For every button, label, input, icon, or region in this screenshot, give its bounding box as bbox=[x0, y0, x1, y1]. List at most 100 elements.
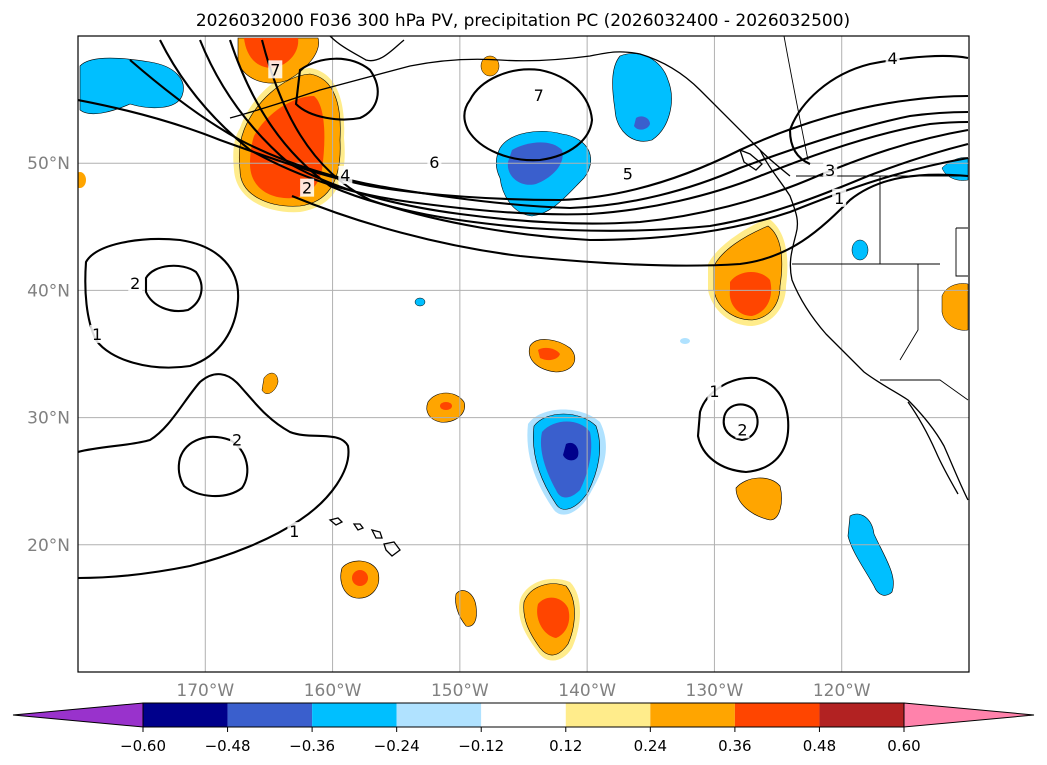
pv-contour-2-nw-inner bbox=[144, 264, 203, 312]
precip-pos-blob-low-1-core bbox=[352, 570, 368, 586]
precip-pos-blob-top-core bbox=[244, 38, 299, 68]
colorbar-segment bbox=[312, 703, 397, 727]
precip-pos-blob-east bbox=[941, 283, 969, 331]
colorbar-tick-label: −0.12 bbox=[458, 737, 504, 755]
island-vancouver bbox=[738, 148, 763, 171]
pv-label-bg bbox=[735, 420, 750, 439]
precip-pos-blob-mid-3 bbox=[261, 372, 279, 394]
pv-label-bg bbox=[885, 48, 900, 67]
precip-pos-dot-top-1 bbox=[480, 55, 500, 77]
pv-contour-jet-3 bbox=[159, 39, 969, 216]
precip-neg-blob-central-max bbox=[563, 442, 579, 461]
pv-contour-jet-2 bbox=[129, 59, 969, 210]
precip-pos-blob-mid-1-core bbox=[538, 347, 560, 361]
pv-contour-label: 2 bbox=[232, 430, 242, 449]
colorbar: −0.60 −0.48 −0.36 −0.24 −0.12 0.12 0.24 0.36 0.4… bbox=[12, 702, 1035, 755]
colorbar-segment bbox=[565, 703, 651, 727]
coastlines bbox=[229, 36, 969, 557]
pv-contour-label: 2 bbox=[130, 274, 140, 293]
pv-contour-jet-1 bbox=[78, 94, 969, 202]
lon-tick-label: 130°W bbox=[686, 681, 744, 701]
pv-contour-label: 1 bbox=[709, 382, 719, 401]
colorbar-segment bbox=[819, 703, 904, 727]
pv-contour-1-west bbox=[78, 373, 350, 580]
lat-tick-labels: 20°N 30°N 40°N 50°N bbox=[27, 154, 70, 556]
lat-tick-label: 30°N bbox=[27, 409, 70, 429]
colorbar-segment bbox=[734, 703, 820, 727]
coastline-alaska-south bbox=[229, 51, 791, 177]
pv-contour-jet-5 bbox=[229, 39, 969, 232]
precip-neg-blob-nw bbox=[79, 57, 184, 115]
pv-contour-label: 2 bbox=[737, 420, 747, 439]
pv-contour-jet-4 bbox=[199, 39, 969, 225]
precip-neg-core-alaska bbox=[634, 116, 650, 130]
island-hawaii-4 bbox=[383, 541, 401, 557]
pv-contour-label: 2 bbox=[302, 179, 312, 198]
lon-tick-label: 160°W bbox=[304, 681, 362, 701]
pv-contour-2-east bbox=[722, 403, 759, 442]
colorbar-tick-label: −0.48 bbox=[205, 737, 251, 755]
colorbar-tick-label: 0.24 bbox=[634, 737, 667, 755]
precip-neg-dot-3 bbox=[680, 338, 690, 344]
colorbar-extend-max bbox=[903, 702, 1035, 728]
coastline-baja bbox=[907, 401, 959, 495]
pv-label-bg bbox=[268, 60, 283, 79]
precip-neg-blob-central-core bbox=[540, 421, 592, 498]
pv-contour-label: 1 bbox=[92, 325, 102, 344]
lon-tick-labels: 170°W 160°W 150°W 140°W 130°W 120°W bbox=[176, 681, 870, 701]
colorbar-outline bbox=[142, 702, 905, 728]
colorbar-segment bbox=[481, 703, 566, 727]
precip-pos-blob-low-2 bbox=[455, 590, 477, 627]
border-state-5 bbox=[880, 379, 969, 401]
pv-contour-7-nw bbox=[294, 57, 379, 121]
colorbar-segment bbox=[650, 703, 735, 727]
coastline-canada-west bbox=[759, 149, 799, 235]
pv-label-bg bbox=[128, 274, 143, 293]
colorbar-tick-label: 0.36 bbox=[718, 737, 751, 755]
pv-contour-2-west bbox=[177, 435, 249, 498]
precip-pos-blob-uswc-core bbox=[729, 271, 772, 316]
precip-neg-dot-2 bbox=[414, 297, 426, 307]
pv-contour-label: 7 bbox=[534, 86, 544, 105]
pv-contour-1-south bbox=[291, 173, 969, 267]
coastline-us-west bbox=[789, 233, 969, 501]
precip-pos-dot-edge bbox=[78, 172, 86, 188]
lat-tick-label: 40°N bbox=[27, 281, 70, 301]
colorbar-tick-label: 0.12 bbox=[549, 737, 582, 755]
pv-contour-label: 3 bbox=[825, 161, 835, 180]
pv-contour-label: 4 bbox=[340, 166, 350, 185]
pv-label-bg bbox=[287, 522, 302, 541]
gridlines bbox=[78, 36, 969, 672]
island-hawaii-3 bbox=[370, 529, 383, 539]
colorbar-segment bbox=[227, 703, 313, 727]
pv-contour-label: 7 bbox=[270, 60, 280, 79]
pv-contour-label: 1 bbox=[289, 522, 299, 541]
lon-tick-label: 150°W bbox=[431, 681, 489, 701]
pv-contour-label: 5 bbox=[623, 165, 633, 184]
island-hawaii-2 bbox=[352, 523, 365, 531]
pv-label-bg bbox=[531, 85, 546, 104]
colorbar-tick-label: −0.36 bbox=[289, 737, 335, 755]
pv-label-bg bbox=[230, 430, 245, 449]
lon-tick-label: 120°W bbox=[813, 681, 871, 701]
pv-label-bg bbox=[832, 188, 847, 207]
colorbar-tick-label: −0.60 bbox=[120, 737, 166, 755]
map-frame bbox=[77, 35, 970, 673]
chart-title: 2026032000 F036 300 hPa PV, precipitatio… bbox=[196, 11, 850, 31]
pv-label-bg bbox=[823, 160, 838, 179]
pv-contour-1-east bbox=[696, 376, 790, 474]
precip-neg-dot-1 bbox=[851, 239, 869, 261]
lat-tick-label: 50°N bbox=[27, 154, 70, 174]
lon-tick-label: 170°W bbox=[176, 681, 234, 701]
colorbar-extend-min bbox=[12, 702, 144, 728]
pv-label-bg bbox=[338, 165, 353, 184]
colorbar-tick-label: 0.60 bbox=[887, 737, 920, 755]
island-hawaii-1 bbox=[328, 517, 344, 526]
pv-contour-4-ne bbox=[788, 54, 969, 165]
colorbar-segment bbox=[143, 703, 228, 727]
pv-contour-label: 6 bbox=[429, 153, 439, 172]
lon-tick-label: 140°W bbox=[558, 681, 616, 701]
